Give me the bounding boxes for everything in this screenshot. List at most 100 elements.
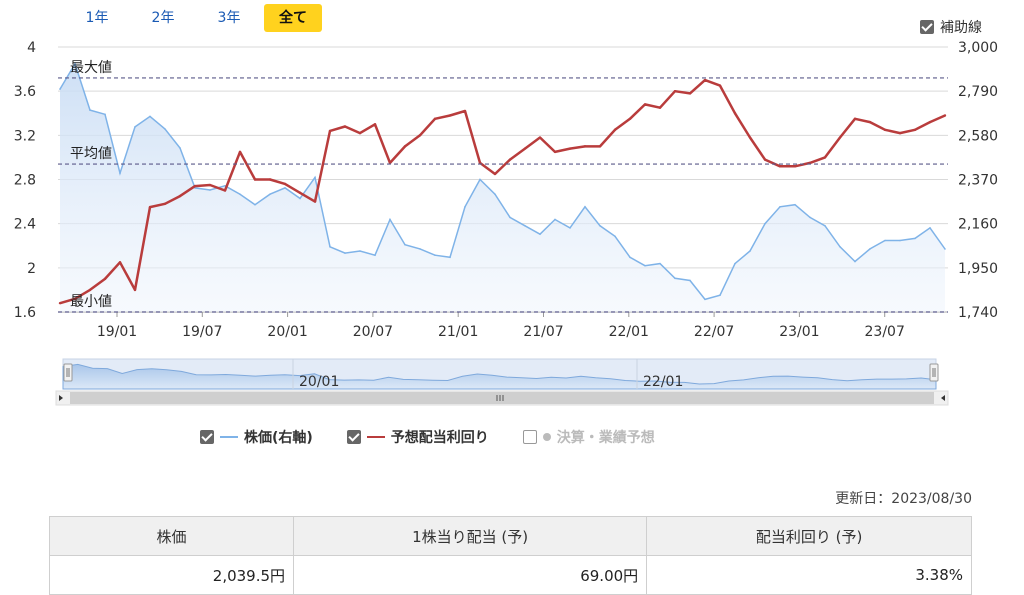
yield-point (238, 150, 242, 154)
stock-point (179, 147, 181, 149)
yield-point (223, 189, 227, 192)
navigator-handle-right[interactable] (929, 363, 939, 382)
summary-table: 株価 1株当り配当 (予) 配当利回り (予) 2,039.5円 69.00円 … (48, 516, 972, 595)
stock-point (479, 178, 481, 181)
stock-point (314, 176, 316, 179)
stock-point (689, 279, 691, 282)
stock-point (329, 246, 331, 248)
legend-yield-swatch (366, 436, 385, 438)
stock-point (149, 115, 151, 118)
tab-3y[interactable]: 3年 (217, 10, 241, 26)
legend-earnings-swatch (542, 433, 551, 441)
yield-point (643, 103, 647, 106)
tab-all[interactable]: 全て (264, 4, 322, 32)
tab-2y[interactable]: 2年 (151, 10, 175, 26)
header-price: 株価 (48, 516, 295, 556)
stock-point (884, 239, 886, 242)
yield-point (298, 191, 302, 194)
ref-line-label: 平均値 (70, 146, 112, 162)
right-tick-label: 2,580 (958, 128, 998, 144)
stock-point (359, 250, 361, 252)
stock-point (89, 109, 91, 111)
yield-point (208, 183, 212, 187)
yield-point (418, 134, 422, 137)
x-tick-label: 20/01 (267, 324, 307, 340)
value-price: 2,039.5円 (48, 555, 295, 595)
x-tick-label: 22/01 (609, 324, 649, 340)
yield-point (433, 117, 437, 120)
legend-earnings-checkbox[interactable] (522, 430, 537, 444)
yield-point (628, 117, 632, 120)
aux-lines-toggle[interactable]: 補助線 (920, 17, 982, 37)
stock-point (584, 206, 586, 208)
yield-point (493, 172, 497, 176)
stock-point (494, 193, 496, 196)
yield-point (823, 156, 827, 159)
stock-point (59, 88, 61, 90)
stock-point (449, 256, 451, 259)
stock-area (60, 63, 945, 312)
stock-point (554, 218, 556, 221)
legend-stock-swatch (220, 436, 238, 438)
yield-point (583, 145, 587, 148)
right-tick-label: 3,000 (958, 40, 998, 56)
stock-point (284, 187, 286, 189)
legend-item-stock[interactable]: 株価(右軸) (200, 427, 313, 447)
stock-point (299, 197, 301, 200)
yield-point (403, 145, 407, 148)
navigator-label: 20/01 (299, 374, 339, 390)
stock-point (509, 216, 511, 219)
scrollbar-thumb[interactable] (70, 392, 934, 404)
yield-point (853, 117, 857, 120)
stock-point (74, 63, 76, 65)
right-tick-label: 1,950 (958, 261, 998, 277)
x-tick-label: 23/07 (865, 324, 905, 340)
yield-point (163, 202, 167, 205)
summary-value-row: 2,039.5円 69.00円 3.38% (48, 555, 972, 595)
stock-point (164, 128, 166, 130)
tab-1y[interactable]: 1年 (85, 10, 109, 26)
header-yield: 配当利回り (予) (646, 516, 972, 556)
aux-lines-checkbox[interactable] (920, 20, 934, 34)
x-tick-label: 19/07 (182, 324, 222, 340)
stock-point (464, 206, 466, 208)
legend-yield-label: 予想配当利回り (390, 430, 489, 446)
stock-point (674, 277, 676, 280)
stock-point (404, 243, 406, 246)
stock-point (269, 193, 271, 196)
yield-point (148, 205, 152, 209)
period-tabs: 1年 2年 3年 全て (66, 4, 326, 32)
right-tick-label: 2,160 (958, 217, 998, 233)
stock-point (839, 246, 841, 248)
stock-point (134, 126, 136, 128)
yield-point (688, 92, 692, 95)
yield-point (913, 128, 917, 132)
stock-point (254, 203, 256, 206)
stock-point (629, 256, 631, 259)
legend-yield-checkbox[interactable] (346, 430, 361, 444)
scroll-left-arrow[interactable] (59, 395, 63, 401)
yield-point (343, 125, 347, 128)
stock-point (734, 262, 736, 265)
stock-point (749, 250, 751, 252)
legend-item-yield[interactable]: 予想配当利回り (346, 427, 489, 447)
yield-point (103, 277, 107, 281)
yield-point (718, 84, 722, 87)
yield-point (193, 184, 197, 188)
yield-point (748, 136, 752, 139)
stock-point (434, 254, 436, 257)
navigator-handle-left[interactable] (63, 363, 73, 382)
scroll-right-arrow[interactable] (941, 395, 945, 401)
stock-point (719, 294, 721, 296)
stock-point (119, 172, 121, 174)
yield-point (88, 288, 92, 292)
yield-point (73, 297, 77, 300)
stock-point (209, 189, 211, 191)
legend: 株価(右軸) 予想配当利回り 決算・業績予想 (200, 427, 689, 447)
yield-point (598, 145, 602, 148)
yield-point (568, 147, 572, 150)
legend-item-earnings[interactable]: 決算・業績予想 (522, 427, 655, 447)
left-tick-label: 4 (27, 40, 36, 56)
legend-stock-checkbox[interactable] (200, 430, 214, 444)
ref-line-label: 最大値 (70, 60, 112, 76)
